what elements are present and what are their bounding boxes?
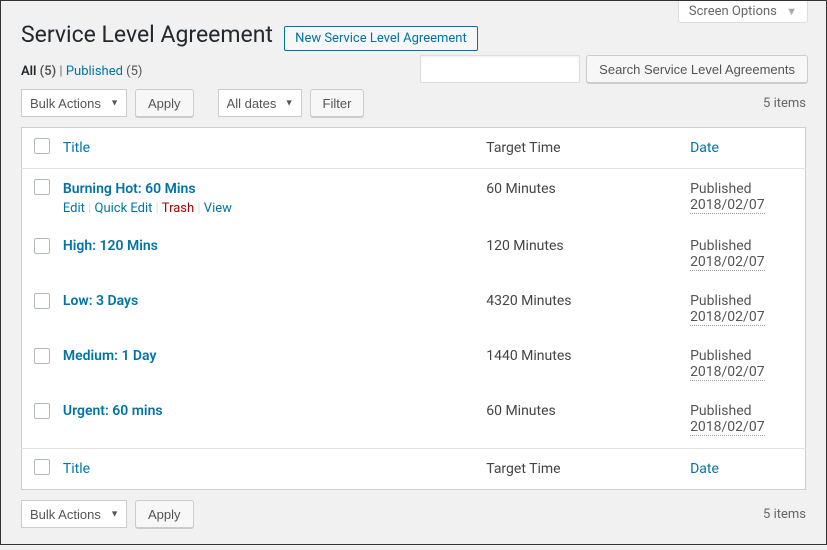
bulk-actions-select-bottom[interactable]: Bulk Actions	[21, 500, 127, 528]
row-select[interactable]	[34, 179, 50, 195]
target-time-cell: 60 Minutes	[476, 393, 680, 449]
chevron-down-icon: ▼	[786, 5, 797, 18]
row-select[interactable]	[34, 348, 50, 364]
date-cell: Published2018/02/07	[680, 338, 805, 393]
row-status: Published	[690, 403, 795, 419]
edit-link[interactable]: Edit	[63, 201, 85, 216]
filter-published[interactable]: Published (5)	[66, 64, 143, 79]
table-row: Burning Hot: 60 MinsEdit | Quick Edit | …	[22, 169, 806, 229]
row-date: 2018/02/07	[690, 419, 765, 436]
tablenav-top: Bulk Actions Apply All dates Filter 5 it…	[21, 87, 806, 127]
items-count-top: 5 items	[763, 96, 806, 111]
screen-options-label: Screen Options	[689, 4, 777, 19]
items-count-bottom: 5 items	[763, 507, 806, 522]
col-date-footer[interactable]: Date	[680, 449, 805, 490]
row-status: Published	[690, 238, 795, 254]
target-time-cell: 120 Minutes	[476, 228, 680, 283]
target-time-cell: 4320 Minutes	[476, 283, 680, 338]
col-target-header: Target Time	[476, 128, 680, 169]
tablenav-bottom: Bulk Actions Apply 5 items	[21, 490, 806, 530]
target-time-cell: 1440 Minutes	[476, 338, 680, 393]
select-all-top[interactable]	[34, 138, 50, 154]
bulk-apply-button-bottom[interactable]: Apply	[135, 500, 194, 528]
trash-link[interactable]: Trash	[162, 201, 194, 216]
row-date: 2018/02/07	[690, 197, 765, 214]
row-status: Published	[690, 181, 795, 197]
row-title-link[interactable]: Urgent: 60 mins	[63, 403, 163, 419]
row-date: 2018/02/07	[690, 364, 765, 381]
col-title-footer[interactable]: Title	[53, 449, 476, 490]
filter-button[interactable]: Filter	[310, 89, 365, 117]
col-target-footer: Target Time	[476, 449, 680, 490]
quick-edit-link[interactable]: Quick Edit	[95, 201, 153, 216]
table-row: High: 120 Mins120 MinutesPublished2018/0…	[22, 228, 806, 283]
bulk-actions-select[interactable]: Bulk Actions	[21, 89, 127, 117]
col-date-header[interactable]: Date	[680, 128, 805, 169]
row-status: Published	[690, 293, 795, 309]
date-cell: Published2018/02/07	[680, 228, 805, 283]
col-title-header[interactable]: Title	[53, 128, 476, 169]
row-date: 2018/02/07	[690, 254, 765, 271]
row-select[interactable]	[34, 238, 50, 254]
row-title-link[interactable]: High: 120 Mins	[63, 238, 158, 254]
screen-options-toggle[interactable]: Screen Options ▼	[678, 1, 808, 23]
row-title-link[interactable]: Medium: 1 Day	[63, 348, 157, 364]
page-title: Service Level Agreement	[21, 1, 273, 58]
search-input[interactable]	[420, 55, 580, 83]
table-row: Urgent: 60 mins60 MinutesPublished2018/0…	[22, 393, 806, 449]
bulk-apply-button[interactable]: Apply	[135, 89, 194, 117]
new-sla-button[interactable]: New Service Level Agreement	[284, 26, 478, 51]
sla-table: Title Target Time Date Burning Hot: 60 M…	[21, 127, 806, 490]
date-cell: Published2018/02/07	[680, 169, 805, 229]
table-row: Low: 3 Days4320 MinutesPublished2018/02/…	[22, 283, 806, 338]
row-title-link[interactable]: Low: 3 Days	[63, 293, 138, 309]
search-box: Search Service Level Agreements	[420, 55, 808, 83]
date-filter-select[interactable]: All dates	[218, 89, 302, 117]
row-date: 2018/02/07	[690, 309, 765, 326]
target-time-cell: 60 Minutes	[476, 169, 680, 229]
table-row: Medium: 1 Day1440 MinutesPublished2018/0…	[22, 338, 806, 393]
row-select[interactable]	[34, 403, 50, 419]
row-title-link[interactable]: Burning Hot: 60 Mins	[63, 181, 196, 197]
row-status: Published	[690, 348, 795, 364]
row-actions: Edit | Quick Edit | Trash | View	[63, 197, 466, 216]
search-button[interactable]: Search Service Level Agreements	[586, 55, 808, 83]
view-link[interactable]: View	[204, 201, 232, 216]
filter-all[interactable]: All (5)	[21, 64, 56, 79]
select-all-bottom[interactable]	[34, 459, 50, 475]
date-cell: Published2018/02/07	[680, 393, 805, 449]
row-select[interactable]	[34, 293, 50, 309]
date-cell: Published2018/02/07	[680, 283, 805, 338]
